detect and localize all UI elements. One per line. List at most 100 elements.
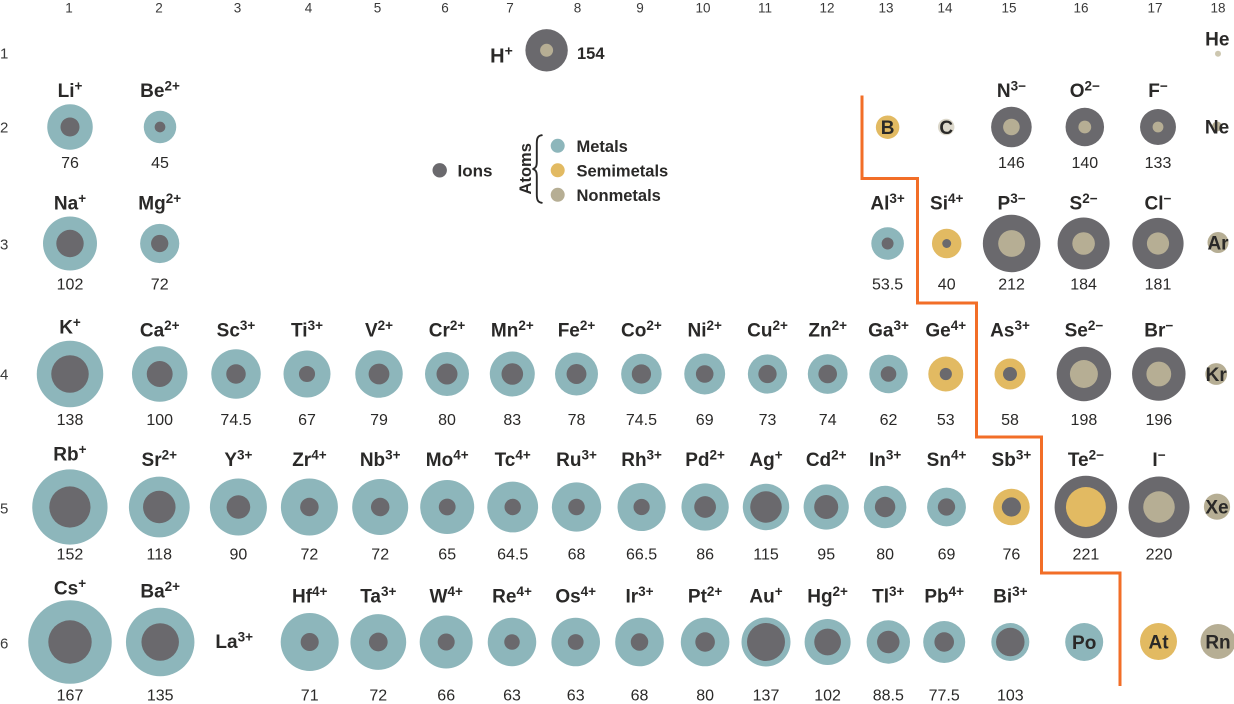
svg-text:Pt2+: Pt2+ — [688, 584, 723, 608]
svg-text:58: 58 — [1001, 412, 1019, 429]
svg-text:137: 137 — [753, 687, 780, 704]
svg-text:80: 80 — [876, 546, 894, 563]
svg-text:Bi3+: Bi3+ — [993, 584, 1028, 608]
svg-text:Sr2+: Sr2+ — [142, 447, 178, 471]
svg-text:Au+: Au+ — [749, 584, 782, 608]
svg-text:138: 138 — [57, 412, 84, 429]
svg-text:1: 1 — [65, 1, 73, 16]
svg-text:H+: H+ — [490, 43, 513, 68]
svg-text:140: 140 — [1071, 155, 1098, 172]
svg-text:Ca2+: Ca2+ — [140, 318, 180, 342]
svg-text:C: C — [939, 118, 953, 139]
svg-text:O2−: O2− — [1070, 78, 1100, 102]
svg-text:9: 9 — [636, 1, 644, 16]
svg-text:Tc4+: Tc4+ — [495, 447, 531, 471]
svg-text:Ge4+: Ge4+ — [925, 318, 966, 342]
svg-text:15: 15 — [1001, 1, 1016, 16]
svg-text:Ir3+: Ir3+ — [625, 584, 653, 608]
svg-text:40: 40 — [938, 276, 956, 293]
svg-text:45: 45 — [151, 155, 169, 172]
svg-text:Li+: Li+ — [58, 78, 83, 102]
svg-text:79: 79 — [370, 412, 388, 429]
svg-text:4: 4 — [305, 1, 313, 16]
svg-text:Fe2+: Fe2+ — [558, 318, 596, 342]
svg-text:83: 83 — [503, 412, 521, 429]
svg-text:Ar: Ar — [1207, 233, 1229, 254]
svg-text:10: 10 — [695, 1, 710, 16]
svg-text:6: 6 — [0, 636, 8, 653]
svg-text:181: 181 — [1145, 276, 1172, 293]
svg-text:Ag+: Ag+ — [749, 447, 782, 471]
svg-text:Al3+: Al3+ — [870, 191, 905, 215]
svg-text:74: 74 — [819, 412, 837, 429]
svg-text:Pb4+: Pb4+ — [924, 584, 964, 608]
svg-text:Cd2+: Cd2+ — [806, 447, 847, 471]
svg-text:Sc3+: Sc3+ — [217, 318, 256, 342]
svg-text:12: 12 — [819, 1, 834, 16]
svg-text:Br−: Br− — [1144, 318, 1173, 342]
svg-text:53: 53 — [937, 412, 955, 429]
svg-text:N3−: N3− — [997, 78, 1026, 102]
svg-text:Kr: Kr — [1206, 365, 1228, 386]
svg-text:212: 212 — [998, 276, 1025, 293]
svg-text:102: 102 — [57, 276, 84, 293]
svg-text:76: 76 — [61, 155, 79, 172]
svg-text:Sb3+: Sb3+ — [992, 447, 1032, 471]
svg-text:Mn2+: Mn2+ — [491, 318, 534, 342]
svg-text:Ta3+: Ta3+ — [360, 584, 396, 608]
svg-text:Zn2+: Zn2+ — [808, 318, 847, 342]
svg-text:Atoms: Atoms — [517, 143, 535, 194]
svg-text:I−: I− — [1152, 447, 1165, 471]
svg-text:77.5: 77.5 — [929, 687, 960, 704]
svg-text:68: 68 — [568, 546, 586, 563]
svg-text:Os4+: Os4+ — [555, 584, 596, 608]
svg-text:80: 80 — [696, 687, 714, 704]
svg-text:68: 68 — [631, 687, 649, 704]
svg-text:6: 6 — [441, 1, 449, 16]
svg-text:W4+: W4+ — [430, 584, 463, 608]
svg-text:53.5: 53.5 — [872, 276, 903, 293]
svg-text:73: 73 — [759, 412, 777, 429]
svg-text:65: 65 — [438, 546, 456, 563]
svg-text:90: 90 — [230, 546, 248, 563]
svg-text:67: 67 — [298, 412, 316, 429]
svg-text:Ni2+: Ni2+ — [687, 318, 722, 342]
svg-text:115: 115 — [753, 546, 779, 563]
svg-text:In3+: In3+ — [869, 447, 901, 471]
svg-text:74.5: 74.5 — [626, 412, 657, 429]
svg-text:Po: Po — [1072, 633, 1096, 654]
svg-text:76: 76 — [1003, 546, 1021, 563]
svg-text:11: 11 — [758, 1, 772, 16]
svg-text:Hg2+: Hg2+ — [807, 584, 848, 608]
svg-text:Cu2+: Cu2+ — [747, 318, 788, 342]
svg-text:B: B — [881, 118, 895, 139]
svg-text:Rh3+: Rh3+ — [621, 447, 662, 471]
svg-text:F−: F− — [1148, 78, 1168, 102]
svg-text:Zr4+: Zr4+ — [292, 447, 327, 471]
svg-text:80: 80 — [438, 412, 456, 429]
svg-text:2: 2 — [155, 1, 163, 16]
svg-text:Nb3+: Nb3+ — [360, 447, 401, 471]
svg-text:74.5: 74.5 — [220, 412, 251, 429]
svg-text:71: 71 — [301, 687, 319, 704]
svg-text:154: 154 — [577, 45, 605, 63]
svg-text:Y3+: Y3+ — [224, 447, 252, 471]
svg-text:Rb+: Rb+ — [53, 442, 86, 466]
svg-text:7: 7 — [506, 1, 514, 16]
svg-text:Ga3+: Ga3+ — [868, 318, 909, 342]
svg-text:14: 14 — [937, 1, 953, 16]
svg-text:Tl3+: Tl3+ — [872, 584, 904, 608]
svg-text:69: 69 — [696, 412, 714, 429]
svg-text:Cs+: Cs+ — [54, 576, 86, 600]
svg-text:Ions: Ions — [458, 161, 493, 180]
svg-text:Cr2+: Cr2+ — [429, 318, 466, 342]
svg-text:8: 8 — [574, 1, 582, 16]
svg-text:102: 102 — [814, 687, 841, 704]
svg-text:78: 78 — [568, 412, 586, 429]
svg-text:220: 220 — [1146, 546, 1173, 563]
svg-text:Ne: Ne — [1205, 117, 1229, 138]
svg-text:Re4+: Re4+ — [492, 584, 532, 608]
svg-text:72: 72 — [371, 546, 389, 563]
svg-text:Pd2+: Pd2+ — [685, 447, 725, 471]
svg-text:146: 146 — [998, 155, 1025, 172]
